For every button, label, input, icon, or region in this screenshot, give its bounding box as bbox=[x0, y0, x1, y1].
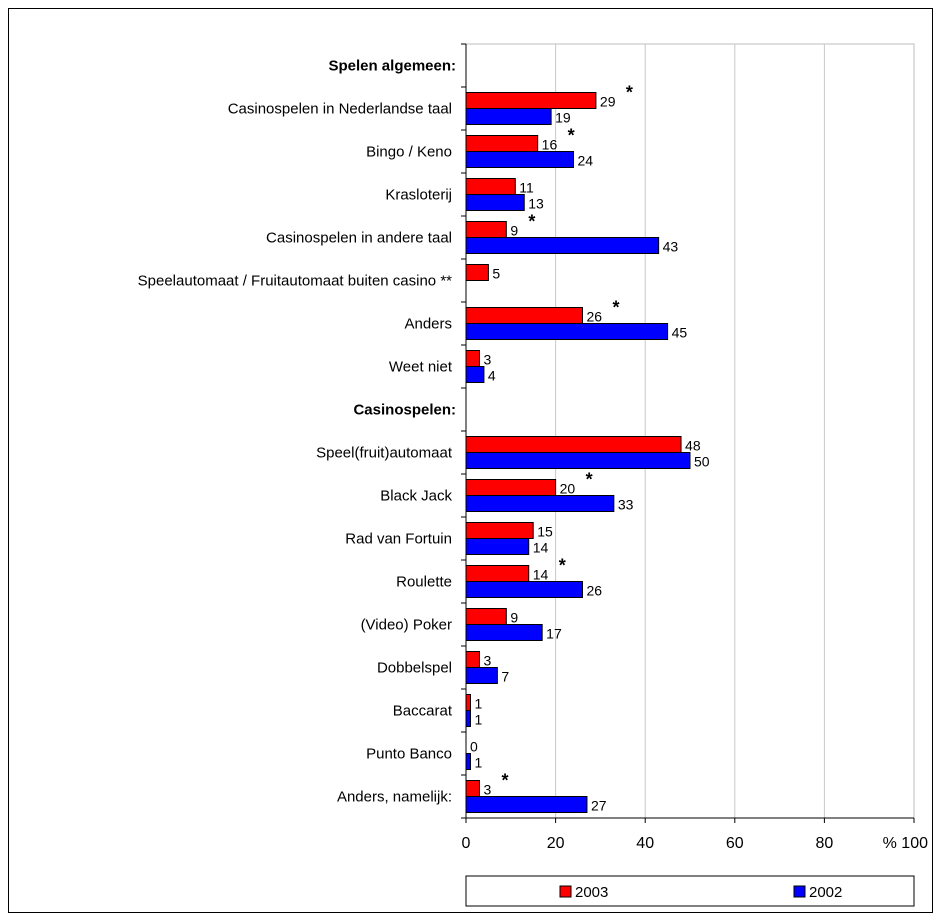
bar-2002 bbox=[465, 237, 660, 254]
bar-2002 bbox=[465, 753, 471, 770]
data-label-2003: 14 bbox=[533, 567, 549, 583]
data-label-2002: 1 bbox=[474, 755, 482, 771]
data-label-2002: 43 bbox=[663, 239, 679, 255]
data-label-2003: 0 bbox=[470, 739, 478, 755]
bar-2003 bbox=[465, 221, 507, 238]
bar-2003 bbox=[465, 350, 480, 367]
bar-2003 bbox=[465, 92, 597, 109]
significance-marker: * bbox=[528, 212, 535, 232]
category-label: Weet niet bbox=[389, 359, 453, 376]
bar-2003 bbox=[465, 694, 471, 711]
bar-2002 bbox=[465, 796, 588, 813]
category-label: Dobbelspel bbox=[377, 660, 452, 677]
category-header: Spelen algemeen: bbox=[328, 58, 456, 75]
bar-2003 bbox=[465, 608, 507, 625]
data-label-2003: 1 bbox=[474, 696, 482, 712]
significance-marker: * bbox=[568, 126, 575, 146]
data-label-2003: 3 bbox=[483, 782, 491, 798]
data-label-2003: 16 bbox=[542, 137, 558, 153]
legend-swatch-2002 bbox=[793, 885, 806, 898]
data-label-2003: 9 bbox=[510, 223, 518, 239]
bar-2002 bbox=[465, 538, 530, 555]
bar-2003 bbox=[465, 264, 489, 281]
significance-marker: * bbox=[501, 771, 508, 791]
category-label: Baccarat bbox=[393, 703, 453, 720]
bar-2002 bbox=[465, 151, 575, 168]
legend bbox=[465, 875, 915, 907]
bar-2003 bbox=[465, 436, 682, 453]
category-label: Anders bbox=[404, 316, 452, 333]
category-label: Roulette bbox=[396, 574, 452, 591]
data-label-2002: 1 bbox=[474, 712, 482, 728]
data-label-2002: 13 bbox=[528, 196, 544, 212]
legend-label-2002: 2002 bbox=[809, 884, 842, 901]
significance-marker: * bbox=[626, 83, 633, 103]
data-label-2003: 48 bbox=[685, 438, 701, 454]
bar-2002 bbox=[465, 710, 471, 727]
legend-swatch-2003 bbox=[559, 885, 572, 898]
data-label-2002: 24 bbox=[578, 153, 594, 169]
category-label: Casinospelen in andere taal bbox=[266, 230, 452, 247]
bar-2002 bbox=[465, 581, 583, 598]
bar-2002 bbox=[465, 624, 543, 641]
bar-2002 bbox=[465, 366, 485, 383]
data-label-2002: 7 bbox=[501, 669, 509, 685]
bar-2002 bbox=[465, 323, 669, 340]
legend-label-2003: 2003 bbox=[575, 884, 608, 901]
data-label-2002: 33 bbox=[618, 497, 634, 513]
data-label-2002: 17 bbox=[546, 626, 562, 642]
bar-2003 bbox=[465, 479, 557, 496]
x-tick-label: 40 bbox=[636, 835, 654, 852]
data-label-2002: 14 bbox=[533, 540, 549, 556]
category-label: Rad van Fortuin bbox=[345, 531, 452, 548]
category-label: Speel(fruit)automaat bbox=[316, 445, 453, 462]
x-tick-label: 80 bbox=[816, 835, 834, 852]
bar-2003 bbox=[465, 651, 480, 668]
category-label: Bingo / Keno bbox=[366, 144, 452, 161]
bar-2003 bbox=[465, 565, 530, 582]
bar-2002 bbox=[465, 452, 691, 469]
data-label-2002: 27 bbox=[591, 798, 607, 814]
data-label-2002: 45 bbox=[672, 325, 688, 341]
bar-2003 bbox=[465, 135, 539, 152]
bar-2002 bbox=[465, 495, 615, 512]
data-label-2003: 15 bbox=[537, 524, 553, 540]
data-label-2002: 50 bbox=[694, 454, 710, 470]
category-label: Casinospelen in Nederlandse taal bbox=[228, 101, 452, 118]
category-label: Black Jack bbox=[380, 488, 452, 505]
category-header: Casinospelen: bbox=[353, 402, 456, 419]
x-tick-label: % 100 bbox=[883, 835, 928, 852]
data-label-2003: 5 bbox=[492, 266, 500, 282]
significance-marker: * bbox=[559, 556, 566, 576]
significance-marker: * bbox=[612, 298, 619, 318]
category-label: Punto Banco bbox=[366, 746, 452, 763]
bar-2003 bbox=[465, 178, 516, 195]
data-label-2003: 20 bbox=[560, 481, 576, 497]
bar-2002 bbox=[465, 667, 498, 684]
x-tick-label: 60 bbox=[726, 835, 744, 852]
bar-2002 bbox=[465, 194, 525, 211]
bar-2003 bbox=[465, 307, 583, 324]
data-label-2003: 26 bbox=[586, 309, 602, 325]
bar-2003 bbox=[465, 522, 534, 539]
category-label: Anders, namelijk: bbox=[337, 789, 452, 806]
bar-2003 bbox=[465, 780, 480, 797]
significance-marker: * bbox=[586, 470, 593, 490]
category-label: Krasloterij bbox=[385, 187, 452, 204]
x-tick-label: 0 bbox=[462, 835, 471, 852]
category-label: Speelautomaat / Fruitautomaat buiten cas… bbox=[138, 273, 453, 290]
data-label-2002: 19 bbox=[555, 110, 571, 126]
data-label-2002: 26 bbox=[586, 583, 602, 599]
data-label-2003: 3 bbox=[483, 352, 491, 368]
data-label-2003: 11 bbox=[519, 180, 534, 196]
data-label-2003: 3 bbox=[483, 653, 491, 669]
x-tick-label: 20 bbox=[547, 835, 565, 852]
data-label-2003: 29 bbox=[600, 94, 616, 110]
plot-area bbox=[465, 43, 915, 819]
bar-2002 bbox=[465, 108, 552, 125]
category-label: (Video) Poker bbox=[361, 617, 452, 634]
data-label-2003: 9 bbox=[510, 610, 518, 626]
data-label-2002: 4 bbox=[488, 368, 496, 384]
